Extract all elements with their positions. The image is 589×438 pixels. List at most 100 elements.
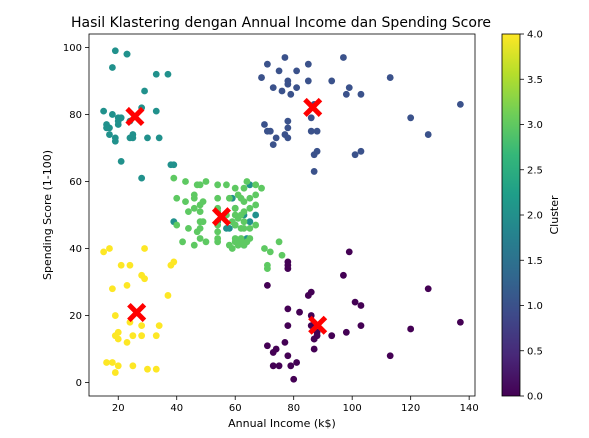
- data-point-cluster-3: [263, 265, 271, 273]
- data-point-cluster-2: [100, 107, 108, 115]
- colorbar-tick-label: 3.0: [527, 120, 543, 131]
- data-point-cluster-3: [170, 174, 178, 182]
- data-point-cluster-1: [263, 60, 271, 68]
- data-point-cluster-1: [284, 134, 292, 142]
- data-point-cluster-0: [456, 318, 464, 326]
- data-point-cluster-2: [111, 134, 119, 142]
- x-axis-label: Annual Income (k$): [228, 417, 336, 430]
- x-tick-label: 20: [112, 403, 125, 414]
- data-point-cluster-4: [106, 245, 113, 252]
- data-point-cluster-4: [111, 312, 119, 319]
- data-point-cluster-2: [144, 134, 151, 142]
- data-point-cluster-3: [199, 218, 207, 226]
- data-point-cluster-4: [138, 332, 146, 340]
- data-point-cluster-3: [202, 178, 210, 185]
- data-point-cluster-0: [296, 308, 303, 316]
- x-tick-label: 120: [401, 403, 420, 414]
- data-point-cluster-3: [225, 194, 233, 202]
- data-point-cluster-3: [246, 235, 254, 242]
- data-point-cluster-1: [307, 127, 315, 135]
- data-point-cluster-0: [284, 322, 292, 330]
- data-point-cluster-3: [252, 181, 260, 189]
- data-point-cluster-1: [304, 60, 312, 68]
- data-point-cluster-4: [138, 322, 146, 330]
- data-point-cluster-0: [284, 305, 292, 313]
- data-point-cluster-4: [129, 332, 137, 340]
- data-point-cluster-1: [357, 147, 365, 155]
- data-point-cluster-4: [152, 365, 160, 373]
- data-point-cluster-0: [357, 302, 365, 309]
- data-point-cluster-3: [240, 208, 248, 216]
- data-point-cluster-1: [261, 121, 268, 128]
- data-point-cluster-2: [155, 134, 163, 142]
- data-point-cluster-3: [231, 235, 239, 242]
- data-point-cluster-3: [190, 241, 198, 249]
- data-point-cluster-3: [240, 218, 248, 226]
- data-point-cluster-1: [281, 54, 289, 61]
- data-point-cluster-3: [196, 208, 204, 216]
- data-point-cluster-4: [170, 258, 178, 266]
- data-point-cluster-3: [231, 184, 239, 192]
- data-point-cluster-2: [106, 131, 113, 138]
- data-point-cluster-1: [293, 84, 301, 92]
- data-point-cluster-4: [114, 335, 122, 343]
- data-point-cluster-3: [196, 181, 204, 189]
- data-point-cluster-0: [275, 362, 283, 370]
- data-point-cluster-4: [117, 261, 125, 269]
- plot-frame: [88, 33, 476, 397]
- data-point-cluster-0: [287, 362, 295, 370]
- colorbar-tick-label: 0.0: [527, 392, 543, 403]
- data-point-cluster-1: [386, 74, 394, 81]
- y-axis-label: Spending Score (1-100): [41, 150, 54, 280]
- data-point-cluster-1: [304, 77, 312, 85]
- data-point-cluster-4: [100, 248, 108, 256]
- data-point-cluster-3: [182, 178, 189, 185]
- data-point-cluster-0: [272, 345, 280, 353]
- data-point-cluster-3: [190, 204, 198, 212]
- data-point-cluster-1: [284, 124, 292, 132]
- x-axis: 20 40 60 80 100 120 140: [112, 396, 479, 414]
- data-point-cluster-1: [275, 67, 283, 75]
- colorbar-tick-label: 2.5: [527, 165, 543, 176]
- data-point-cluster-3: [246, 204, 254, 212]
- y-tick-label: 80: [69, 110, 82, 121]
- data-point-cluster-3: [252, 201, 260, 209]
- data-point-cluster-3: [179, 238, 186, 246]
- colorbar-tick-label: 4.0: [527, 30, 543, 41]
- data-point-cluster-0: [340, 271, 347, 279]
- data-point-cluster-2: [103, 124, 110, 132]
- data-point-cluster-3: [275, 238, 283, 246]
- data-point-cluster-3: [214, 228, 222, 236]
- x-tick-label: 60: [229, 403, 242, 414]
- data-point-cluster-1: [266, 127, 274, 135]
- data-point-cluster-0: [263, 342, 271, 350]
- data-point-cluster-2: [152, 107, 160, 115]
- data-point-cluster-4: [141, 245, 148, 252]
- data-point-cluster-0: [304, 292, 312, 299]
- centroid-markers: [125, 97, 328, 335]
- colorbar-tick-label: 0.5: [527, 346, 543, 357]
- data-point-cluster-4: [164, 292, 172, 299]
- data-point-cluster-3: [246, 194, 254, 202]
- y-tick-label: 0: [76, 378, 82, 389]
- colorbar-ticks: 0.0 0.5 1.0 1.5 2.0 2.5 3.0 3.5 4.0: [520, 30, 543, 403]
- colorbar-tick-label: 3.5: [527, 75, 543, 86]
- data-point-cluster-2: [164, 70, 172, 78]
- data-point-cluster-4: [123, 281, 131, 289]
- data-point-cluster-2: [117, 157, 125, 165]
- data-point-cluster-0: [342, 328, 350, 336]
- x-tick-label: 100: [343, 403, 362, 414]
- data-point-cluster-0: [424, 285, 432, 293]
- data-point-cluster-2: [170, 161, 178, 169]
- data-point-cluster-4: [144, 365, 151, 373]
- data-point-cluster-3: [196, 235, 204, 242]
- data-point-cluster-1: [328, 77, 336, 85]
- x-tick-label: 140: [460, 403, 479, 414]
- data-point-cluster-2: [123, 50, 131, 58]
- x-tick-label: 80: [287, 403, 300, 414]
- data-point-cluster-1: [307, 114, 315, 122]
- data-point-cluster-0: [328, 332, 336, 340]
- data-point-cluster-1: [269, 84, 277, 92]
- data-point-cluster-4: [155, 322, 163, 330]
- data-point-cluster-2: [152, 70, 160, 78]
